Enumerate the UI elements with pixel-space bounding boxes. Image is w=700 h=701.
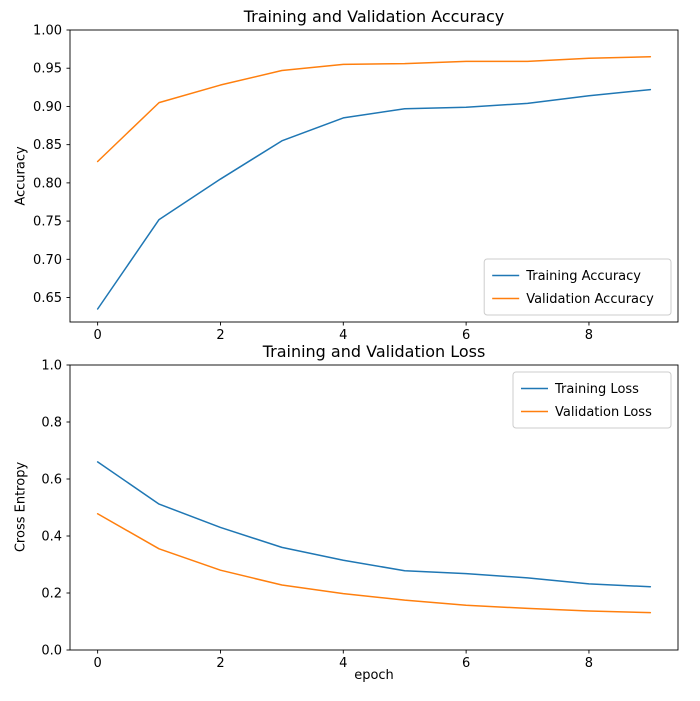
legend-label-training-accuracy: Training Accuracy — [525, 269, 641, 284]
legend-label-training-loss: Training Loss — [554, 382, 639, 397]
series-line-training-accuracy — [96, 88, 652, 310]
legend-label-validation-accuracy: Validation Accuracy — [526, 292, 654, 307]
loss-chart-canvas: 0 2 4 6 8 0.0 0.2 0.4 0.6 0.8 1.0 Training Loss Vali… — [41, 359, 679, 671]
y-tick-label: 0.2 — [41, 587, 62, 602]
loss-y-axis-label: Cross Entropy — [13, 461, 29, 553]
axes-spines — [69, 364, 679, 651]
series-line-validation-loss — [96, 513, 652, 614]
y-tick-label: 0.95 — [33, 62, 62, 77]
x-axis-label: epoch — [354, 668, 394, 683]
series-line-validation-accuracy — [96, 56, 652, 163]
x-tick-label: 8 — [585, 328, 593, 340]
accuracy-chart-title: Training and Validation Accuracy — [243, 7, 505, 26]
x-tick-label: 6 — [462, 328, 470, 340]
legend-box — [483, 258, 672, 316]
y-tick-label: 0.6 — [41, 473, 62, 488]
x-tick-label: 2 — [216, 656, 224, 671]
x-tick-label: 6 — [462, 656, 470, 671]
y-tick-label: 0.4 — [41, 530, 62, 545]
loss-chart-title: Training and Validation Loss — [262, 342, 486, 361]
accuracy-y-axis-label: Accuracy — [13, 146, 29, 206]
series-line-training-loss — [96, 461, 652, 588]
y-tick-label: 0.0 — [41, 644, 62, 659]
legend-label-validation-loss: Validation Loss — [555, 405, 652, 420]
x-tick-label: 0 — [93, 328, 101, 340]
x-tick-label: 8 — [585, 656, 593, 671]
x-tick-label: 2 — [216, 328, 224, 340]
y-tick-label: 0.85 — [33, 138, 62, 153]
x-tick-label: 4 — [339, 328, 347, 340]
x-tick-label: 4 — [339, 656, 347, 671]
accuracy-chart-canvas: 0 2 4 6 8 0.65 0.70 0.75 0.80 0.85 0.90 0.95 1.00 Tra… — [33, 24, 679, 340]
y-tick-label: 0.75 — [33, 215, 62, 230]
x-tick-label: 0 — [93, 656, 101, 671]
y-tick-label: 0.8 — [41, 416, 62, 431]
y-tick-label: 0.80 — [33, 176, 62, 191]
y-tick-label: 1.00 — [33, 24, 62, 39]
y-tick-label: 0.70 — [33, 253, 62, 268]
y-tick-label: 0.90 — [33, 100, 62, 115]
axes-spines — [69, 29, 679, 323]
y-tick-label: 1.0 — [41, 359, 62, 374]
legend-box — [512, 371, 672, 429]
y-tick-label: 0.65 — [33, 291, 62, 306]
